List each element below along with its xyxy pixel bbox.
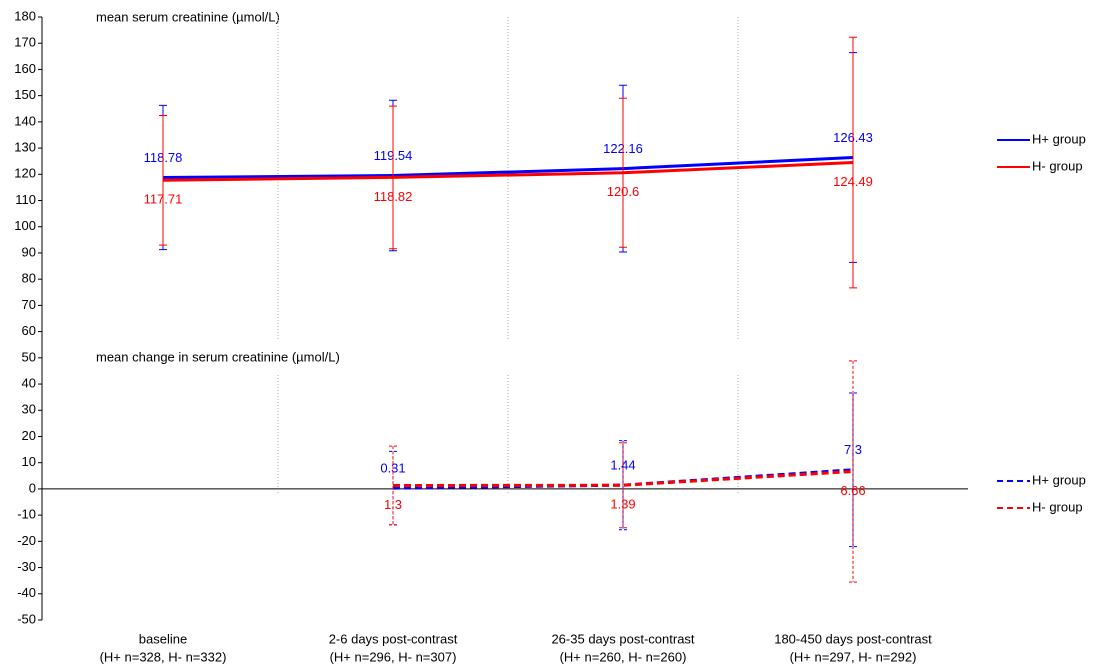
error-bar: [389, 445, 397, 526]
legend-label: H- group: [1032, 499, 1083, 514]
error-bar: [619, 440, 627, 531]
x-tick-label: baseline: [139, 631, 187, 646]
legend-label: H+ group: [1032, 131, 1086, 146]
data-label: 120.6: [607, 184, 640, 199]
data-label: 117.71: [144, 192, 183, 207]
x-tick-sublabel: (H+ n=260, H- n=260): [560, 649, 687, 664]
data-label: 6.66: [840, 483, 865, 498]
y-tick-label: 70: [22, 297, 36, 312]
data-label: 1.39: [610, 497, 635, 512]
data-label: 118.82: [374, 189, 413, 204]
y-tick-label: 110: [15, 192, 36, 207]
y-tick-label: -20: [17, 533, 36, 548]
data-label: 1.3: [384, 497, 402, 512]
y-tick-label: 140: [14, 113, 36, 128]
y-tick-label: 0: [29, 480, 36, 495]
x-tick-sublabel: (H+ n=296, H- n=307): [330, 649, 457, 664]
error-bar: [849, 360, 857, 583]
y-tick-label: -50: [17, 611, 36, 626]
y-tick-label: 100: [14, 218, 36, 233]
y-tick-label: 20: [22, 428, 36, 443]
x-tick-label: 26-35 days post-contrast: [551, 631, 694, 646]
y-tick-label: 180: [14, 8, 36, 23]
panel-title: mean serum creatinine (µmol/L): [96, 9, 280, 24]
data-label: 124.49: [833, 174, 873, 189]
series-line: [162, 155, 854, 180]
y-tick-label: 40: [22, 375, 36, 390]
y-tick-label: 90: [22, 244, 36, 259]
y-tick-label: 10: [22, 454, 36, 469]
legend-label: H+ group: [1032, 472, 1086, 487]
y-tick-label: 60: [22, 323, 36, 338]
y-tick-label: -40: [17, 585, 36, 600]
series-line: [162, 161, 854, 182]
y-tick-label: -30: [17, 559, 36, 574]
y-tick-label: 120: [14, 166, 36, 181]
y-tick-label: 160: [14, 61, 36, 76]
y-tick-label: 150: [14, 87, 36, 102]
legend-label: H- group: [1032, 158, 1083, 173]
y-tick-label: 130: [14, 140, 36, 155]
y-tick-label: 50: [22, 349, 36, 364]
panel-title: mean change in serum creatinine (µmol/L): [96, 349, 340, 364]
x-tick-sublabel: (H+ n=328, H- n=332): [100, 649, 227, 664]
y-tick-label: 30: [22, 402, 36, 417]
x-tick-label: 2-6 days post-contrast: [329, 631, 458, 646]
y-tick-label: -10: [17, 507, 36, 522]
error-bar: [619, 442, 627, 529]
y-tick-label: 80: [22, 271, 36, 286]
data-label: 7.3: [844, 442, 862, 457]
y-tick-label: 170: [14, 35, 36, 50]
x-tick-label: 180-450 days post-contrast: [774, 631, 932, 646]
x-tick-sublabel: (H+ n=297, H- n=292): [790, 649, 917, 664]
